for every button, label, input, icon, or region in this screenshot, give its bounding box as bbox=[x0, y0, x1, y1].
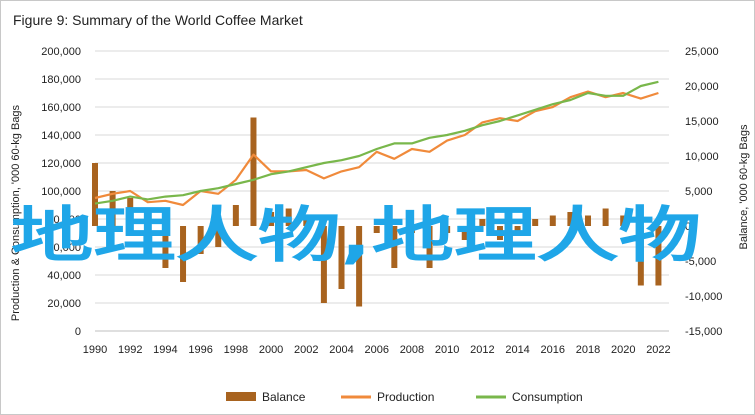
balance-bar bbox=[92, 163, 98, 226]
right-axis-title: Balance, '000 60-kg Bags bbox=[738, 124, 750, 250]
balance-bar bbox=[408, 226, 415, 233]
balance-bars bbox=[92, 117, 662, 307]
y-left-tick-label: 80,000 bbox=[47, 214, 81, 226]
balance-bar bbox=[268, 212, 275, 226]
balance-bar bbox=[426, 226, 433, 268]
right-axis: 25,000 20,000 15,000 10,000 5,000 0 -5,000 -10,… bbox=[685, 46, 722, 338]
balance-bar bbox=[391, 226, 398, 268]
overlay-watermark-text: 地理人物,地理人物 bbox=[11, 201, 701, 271]
left-axis-title: Production & Consumption, '000 60-kg Bag… bbox=[10, 104, 22, 321]
x-tick-label: 2020 bbox=[611, 344, 635, 356]
legend-label-consumption: Consumption bbox=[512, 390, 583, 404]
x-tick-label: 2012 bbox=[470, 344, 494, 356]
y-right-tick-label: 5,000 bbox=[685, 186, 713, 198]
balance-bar bbox=[303, 219, 310, 226]
balance-bar bbox=[197, 226, 204, 254]
legend-swatch-balance bbox=[226, 392, 256, 401]
x-axis: 1990 1992 1994 1996 1998 2000 2002 2004 2006 2008… bbox=[83, 330, 671, 356]
x-tick-label: 2008 bbox=[400, 344, 424, 356]
balance-bar bbox=[162, 226, 169, 268]
balance-bar bbox=[144, 226, 151, 247]
x-tick-label: 2014 bbox=[505, 344, 529, 356]
balance-bar bbox=[250, 117, 257, 226]
x-tick-label: 1992 bbox=[118, 344, 142, 356]
balance-bar bbox=[602, 208, 609, 226]
balance-bar bbox=[655, 226, 662, 286]
balance-bar bbox=[532, 219, 539, 226]
x-tick-label: 2010 bbox=[435, 344, 459, 356]
y-right-tick-label: 0 bbox=[685, 221, 691, 233]
balance-bar bbox=[514, 226, 521, 233]
y-right-tick-label: 10,000 bbox=[685, 151, 719, 163]
balance-bar bbox=[620, 215, 627, 226]
y-left-tick-label: 20,000 bbox=[47, 298, 81, 310]
y-left-tick-label: 60,000 bbox=[47, 242, 81, 254]
x-tick-label: 1990 bbox=[83, 344, 107, 356]
y-right-tick-label: 25,000 bbox=[685, 46, 719, 58]
balance-bar bbox=[373, 226, 380, 233]
balance-bar bbox=[479, 219, 486, 226]
x-tick-label: 2016 bbox=[541, 344, 565, 356]
series-lines bbox=[94, 80, 659, 207]
x-tick-label: 2004 bbox=[329, 344, 353, 356]
balance-bar bbox=[444, 226, 451, 233]
balance-bar bbox=[320, 226, 327, 303]
x-tick-label: 2022 bbox=[646, 344, 670, 356]
balance-bar bbox=[585, 215, 592, 226]
balance-bar bbox=[215, 226, 222, 247]
y-left-tick-label: 100,000 bbox=[41, 186, 81, 198]
balance-bar bbox=[637, 226, 644, 286]
y-left-tick-label: 40,000 bbox=[47, 270, 81, 282]
balance-bar bbox=[232, 205, 239, 226]
balance-bar bbox=[109, 191, 116, 226]
legend: Balance Production Consumption bbox=[226, 390, 583, 404]
chart-title: Figure 9: Summary of the World Coffee Ma… bbox=[13, 12, 303, 28]
y-left-tick-label: 120,000 bbox=[41, 158, 81, 170]
balance-bar bbox=[356, 226, 363, 307]
y-right-tick-label: 20,000 bbox=[685, 81, 719, 93]
balance-bar bbox=[461, 226, 468, 240]
left-axis: 200,000 180,000 160,000 140,000 120,000 100,0… bbox=[41, 46, 81, 338]
y-left-tick-label: 200,000 bbox=[41, 46, 81, 58]
y-left-tick-label: 140,000 bbox=[41, 130, 81, 142]
x-tick-label: 2006 bbox=[364, 344, 388, 356]
balance-bar bbox=[285, 208, 292, 226]
balance-bar bbox=[549, 215, 556, 226]
consumption-line bbox=[94, 80, 659, 205]
x-tick-label: 1996 bbox=[188, 344, 212, 356]
x-tick-label: 2002 bbox=[294, 344, 318, 356]
legend-label-production: Production bbox=[377, 390, 434, 404]
y-right-tick-label: -5,000 bbox=[685, 256, 716, 268]
balance-bar bbox=[127, 198, 134, 226]
y-right-tick-label: -15,000 bbox=[685, 326, 722, 338]
x-tick-label: 2000 bbox=[259, 344, 283, 356]
y-left-tick-label: 160,000 bbox=[41, 102, 81, 114]
balance-bar bbox=[496, 226, 503, 240]
balance-bar bbox=[567, 212, 574, 226]
balance-bar bbox=[338, 226, 345, 289]
legend-label-balance: Balance bbox=[262, 390, 306, 404]
y-right-tick-label: 15,000 bbox=[685, 116, 719, 128]
y-left-tick-label: 0 bbox=[75, 326, 81, 338]
x-tick-label: 1998 bbox=[224, 344, 248, 356]
y-right-tick-label: -10,000 bbox=[685, 291, 722, 303]
x-tick-label: 1994 bbox=[153, 344, 177, 356]
y-left-tick-label: 180,000 bbox=[41, 74, 81, 86]
balance-bar bbox=[180, 226, 187, 282]
x-tick-label: 2018 bbox=[576, 344, 600, 356]
